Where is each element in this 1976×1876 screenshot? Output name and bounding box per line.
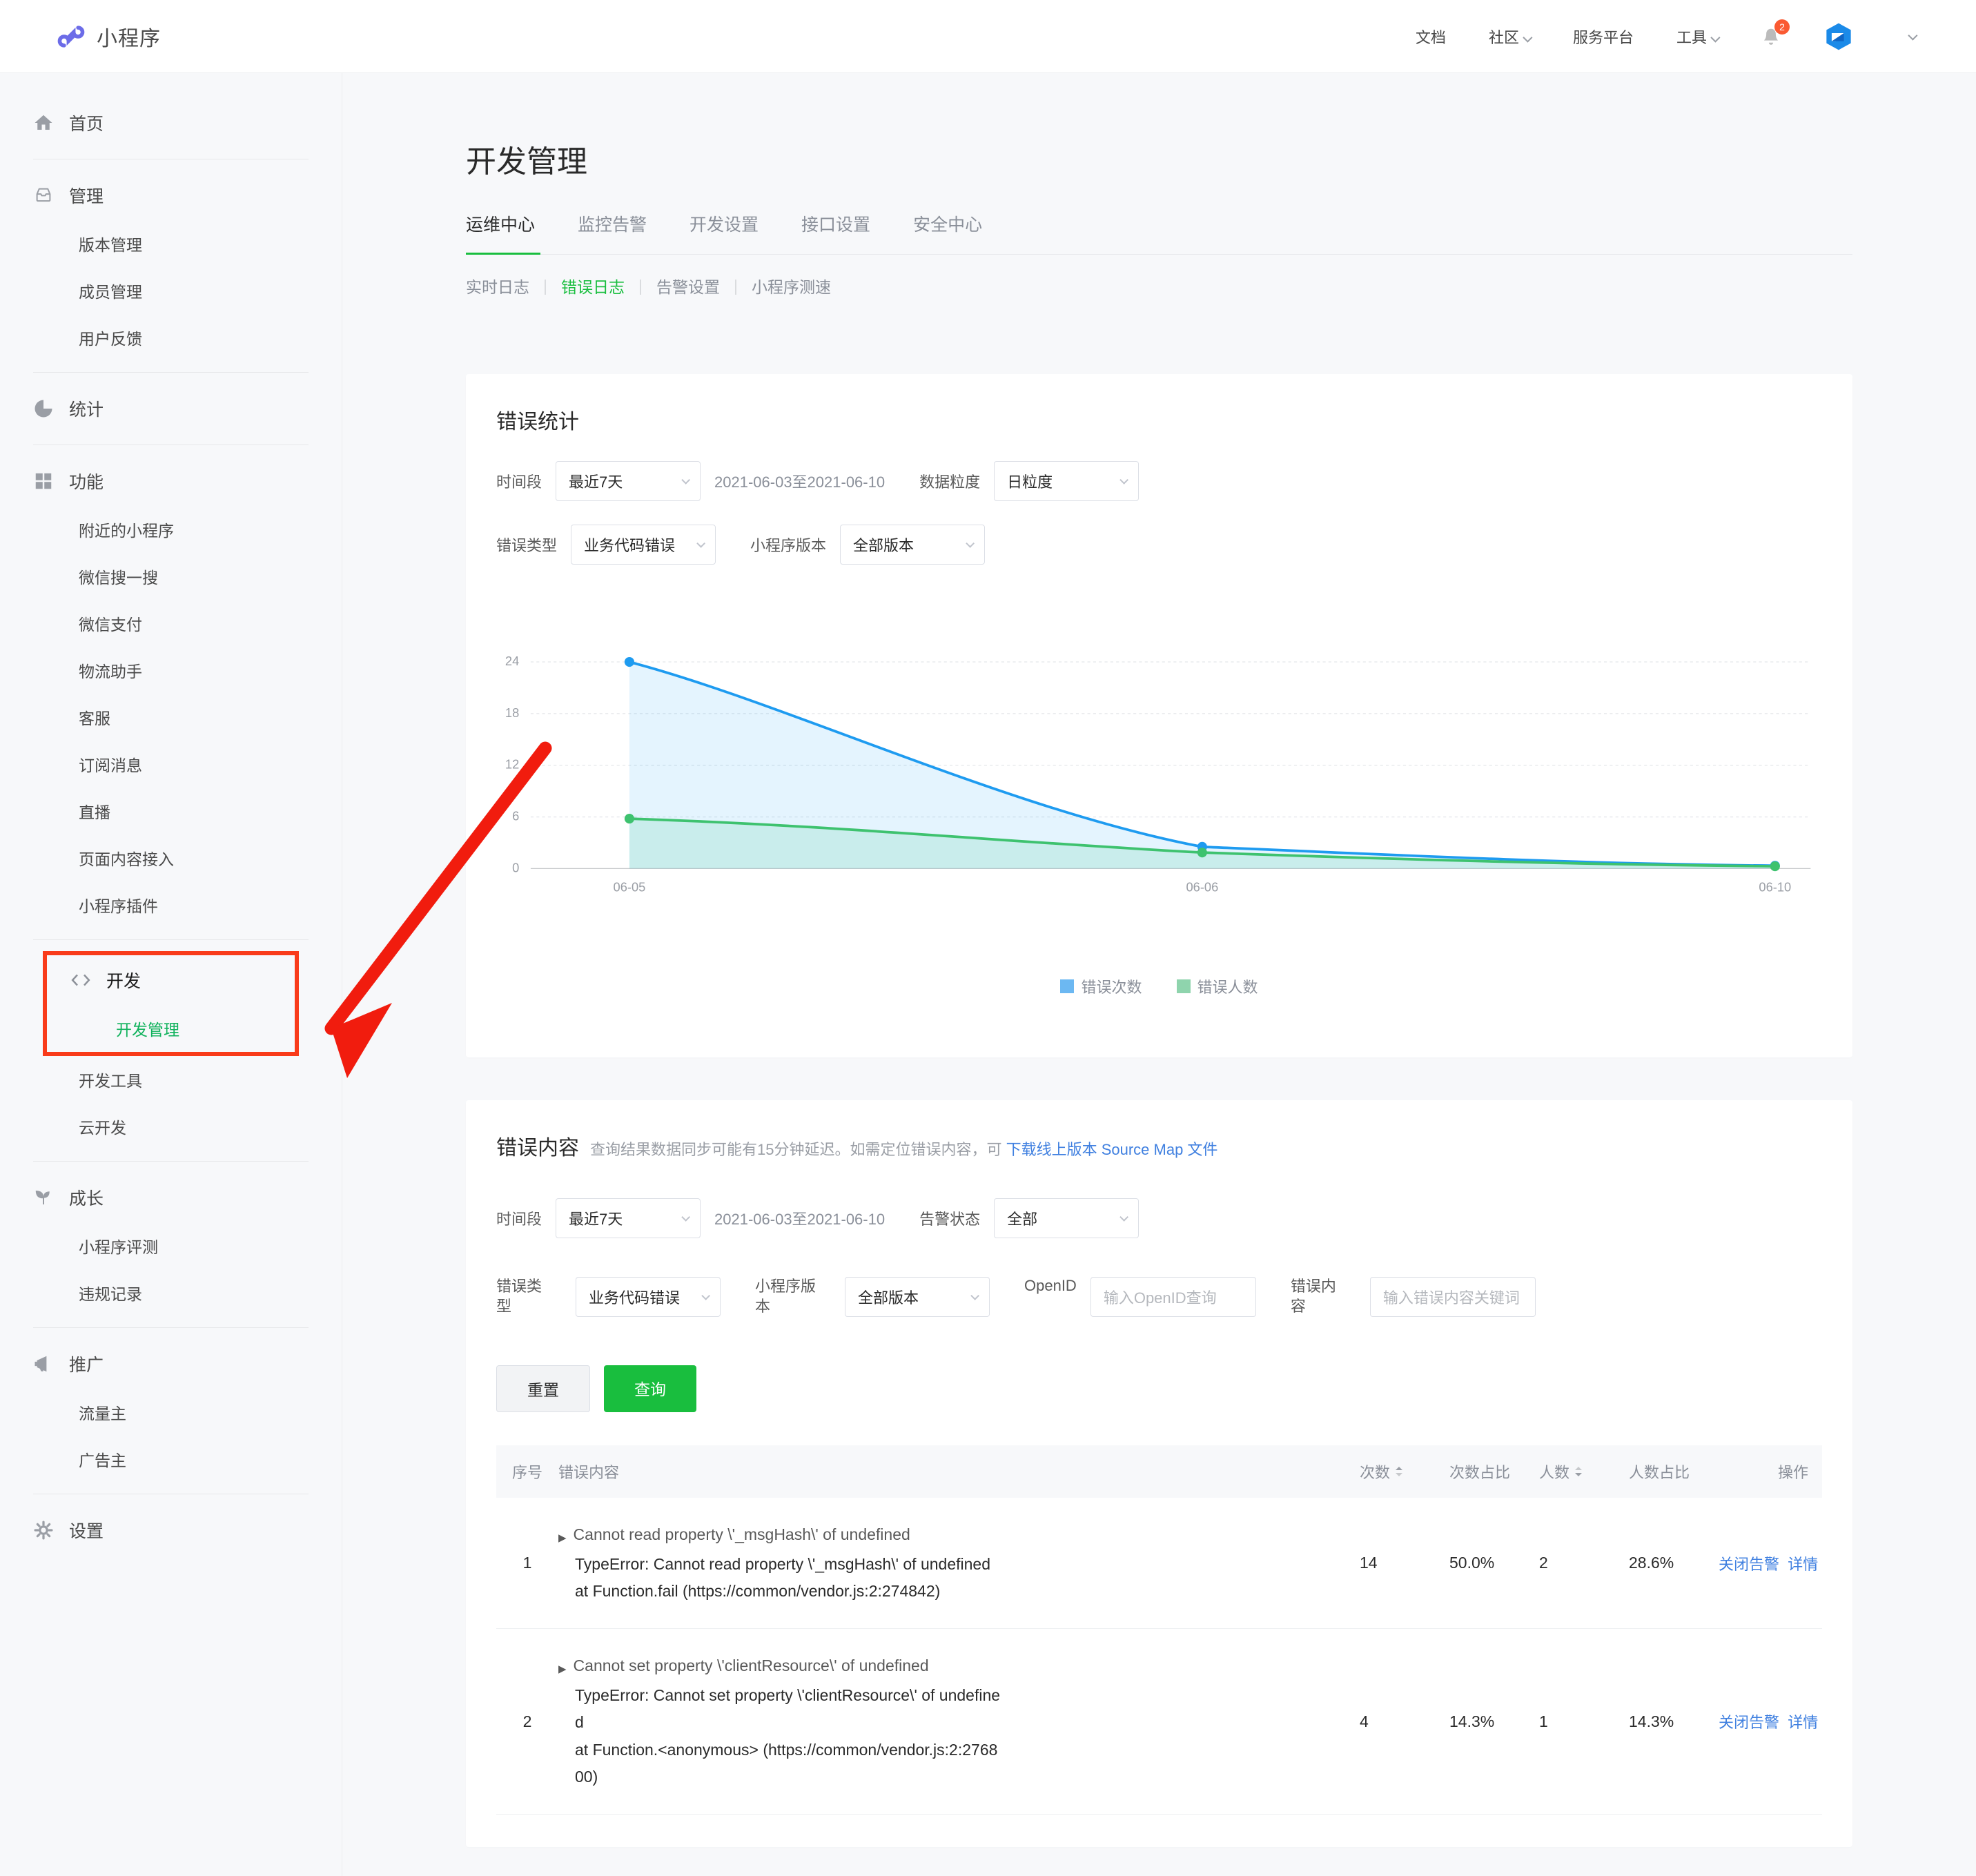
svg-text:06-10: 06-10 (1759, 880, 1791, 895)
svg-text:06-05: 06-05 (614, 880, 646, 895)
svg-text:06-06: 06-06 (1186, 880, 1218, 895)
